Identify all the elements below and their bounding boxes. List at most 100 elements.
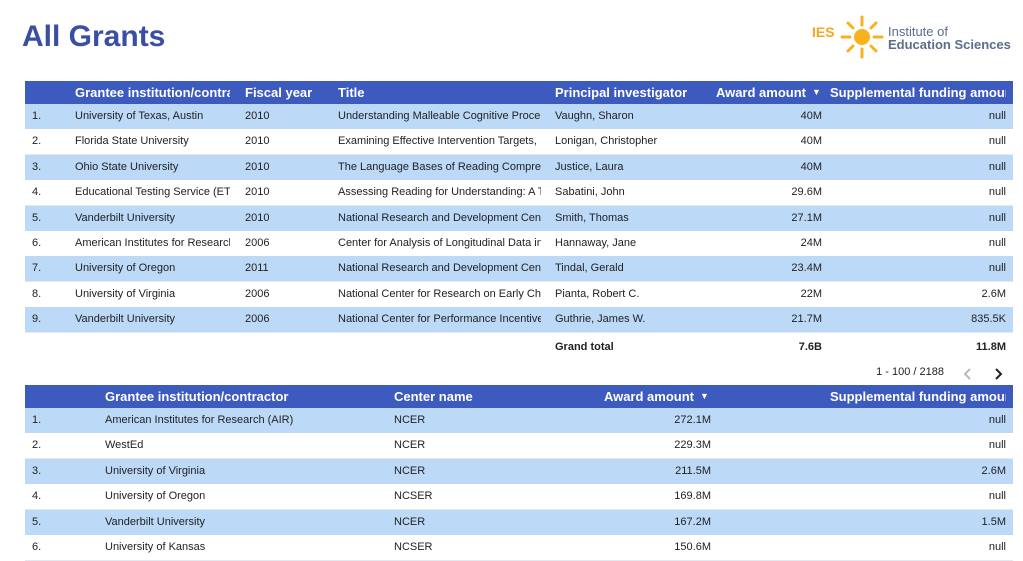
table-cell: Hannaway, Jane [555, 237, 637, 249]
table-cell: null [988, 262, 1006, 275]
table-cell: University of Texas, Austin [75, 110, 204, 122]
table-cell: null [988, 135, 1006, 148]
table-cell: 6. [32, 541, 42, 553]
table-cell: 40M [800, 160, 822, 173]
table-cell: 5. [32, 515, 42, 528]
table-row [25, 154, 1013, 181]
table-cell: University of Oregon [105, 490, 206, 503]
table-cell: Educational Testing Service (ET [75, 186, 230, 199]
table-cell: 40M [800, 110, 822, 122]
table-header [25, 385, 1013, 408]
table-cell: 211.5M [675, 464, 711, 477]
table-cell: Examining Effective Intervention Targets… [338, 135, 537, 148]
table-cell: null [988, 237, 1006, 249]
table-cell: 150.6M [674, 541, 711, 553]
table-cell: 4. [32, 490, 42, 503]
table-cell: Vanderbilt University [75, 211, 176, 224]
table-cell: University of Oregon [75, 262, 176, 275]
table-cell: 2010 [245, 135, 270, 148]
table-cell: Sabatini, John [555, 186, 625, 199]
table-cell: Guthrie, James W. [555, 313, 646, 326]
table-cell: 3. [32, 464, 42, 477]
column-header[interactable]: Principal investigator [555, 85, 688, 100]
table-cell: 835.5K [971, 313, 1006, 326]
table-cell: 2.6M [981, 464, 1006, 477]
table-cell: 2010 [245, 160, 270, 173]
grand-total-label: Grand total [555, 341, 614, 353]
table-cell: National Center for Research on Early Ch… [338, 287, 541, 300]
table-cell: 27.1M [791, 211, 822, 224]
table-cell: NCER [394, 464, 426, 477]
table-cell: The Language Bases of Reading Compreh [338, 160, 541, 173]
column-header[interactable]: Supplemental funding amount [830, 389, 1006, 404]
column-header[interactable]: Grantee institution/contra [75, 85, 230, 100]
table-cell: 167.2M [674, 515, 711, 528]
column-header[interactable]: Title [338, 85, 365, 100]
table-cell: 2010 [245, 186, 270, 199]
pagination: 1 - 100 / 2188 [876, 366, 944, 378]
table-cell: 2011 [245, 262, 269, 275]
table-cell: 5. [32, 211, 42, 224]
table-cell: Center for Analysis of Longitudinal Data… [338, 237, 541, 249]
table-cell: Justice, Laura [555, 160, 624, 173]
table-row [25, 205, 1013, 232]
pager-arrows [963, 368, 1003, 380]
table-cell: 1.5M [981, 515, 1006, 528]
table-cell: 23.4M [791, 262, 822, 275]
table-cell: 3. [32, 160, 42, 173]
table-cell: 2006 [245, 313, 270, 326]
table-cell: NCER [394, 414, 426, 426]
table-cell: 2006 [245, 287, 270, 300]
table-cell: 22M [800, 287, 822, 300]
table-cell: 2010 [245, 110, 270, 122]
column-header[interactable]: Center name [394, 389, 473, 404]
table-cell: Vanderbilt University [75, 313, 176, 326]
sort-arrow[interactable]: ▼ [812, 87, 821, 97]
column-header[interactable]: Grantee institution/contractor [105, 389, 289, 404]
table-cell: 2006 [245, 237, 270, 249]
table-cell: 29.6M [791, 186, 822, 199]
column-header[interactable]: Award amount [715, 85, 806, 100]
table-cell: 2.6M [981, 287, 1006, 300]
table-cell: Assessing Reading for Understanding: A T [338, 186, 541, 199]
next-page[interactable] [995, 368, 1003, 380]
grand-total-award: 7.6B [798, 341, 822, 353]
table-row [25, 307, 1013, 334]
table-header [25, 81, 1013, 104]
column-header[interactable]: Award amount [603, 389, 694, 404]
table-cell: University of Virginia [105, 464, 206, 477]
table-cell: 272.1M [674, 414, 711, 426]
logo-line1: Institute of [888, 25, 948, 38]
prev-page[interactable] [963, 368, 971, 380]
table-cell: 40M [800, 135, 822, 148]
table-cell: NCSER [394, 541, 433, 553]
grand-total-supplemental: 11.8M [976, 341, 1006, 353]
table-cell: WestEd [105, 439, 144, 452]
table-cell: Vanderbilt University [105, 515, 206, 528]
table-cell: null [988, 211, 1006, 224]
table-row [25, 408, 1013, 434]
table-cell: 24M [800, 237, 822, 249]
sort-arrow[interactable]: ▼ [700, 391, 709, 401]
table-cell: National Center for Performance Incentiv… [338, 313, 541, 326]
table-cell: Ohio State University [75, 160, 179, 173]
table-cell: Understanding Malleable Cognitive Proce [338, 110, 541, 122]
table-cell: Vaughn, Sharon [555, 110, 634, 122]
table-cell: null [988, 110, 1006, 122]
table-cell: 7. [32, 262, 42, 275]
column-header[interactable]: Fiscal year [245, 85, 313, 100]
column-header[interactable]: Supplemental funding amount [830, 85, 1006, 100]
table-cell: null [988, 414, 1006, 426]
page: All Grants IES Institute of Education Sc… [22, 15, 1013, 561]
table-cell: American Institutes for Research [75, 237, 230, 249]
table-cell: 21.7M [791, 313, 822, 326]
table-cell: 2010 [245, 211, 270, 224]
page-title: All Grants [22, 20, 166, 53]
table-cell: NCSER [394, 490, 433, 503]
table-cell: null [988, 186, 1006, 199]
table-cell: Lonigan, Christopher [555, 135, 658, 148]
table-cell: National Research and Development Cent [338, 211, 541, 224]
logo-line2: Education Sciences [888, 38, 1011, 52]
table-cell: 169.8M [674, 490, 711, 503]
table-cell: Pianta, Robert C. [555, 287, 640, 300]
